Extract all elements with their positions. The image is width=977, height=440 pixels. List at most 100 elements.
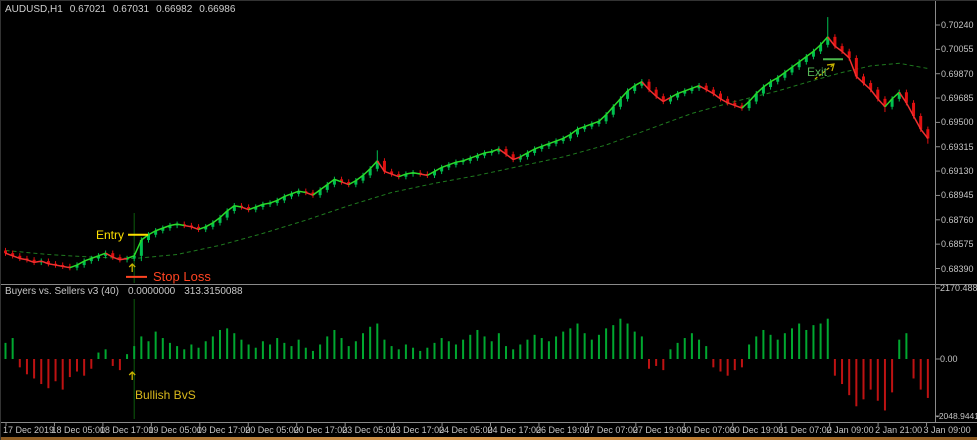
fast-ma-segment [391,173,400,178]
histogram-bar [876,359,879,401]
signal-arrow-icon[interactable] [128,371,136,376]
candle [826,36,830,45]
entry-arrow-icon[interactable] [128,263,136,268]
fast-ma-segment [527,148,535,154]
histogram-bar [533,334,536,359]
candle [618,98,622,107]
fast-ma-segment [126,255,135,260]
indicator-name: Buyers vs. Sellers v3 (40) [5,286,119,297]
candle [282,196,286,201]
fast-ma-segment [341,181,349,186]
exit-arrow-icon[interactable] [814,63,835,80]
entry-label[interactable]: Entry [95,228,124,242]
fast-ma-segment [133,239,143,257]
candle [504,148,508,155]
candle [375,160,379,169]
stop-loss-label[interactable]: Stop Loss [153,269,211,284]
histogram-bar [40,359,43,385]
candle [869,83,873,90]
histogram-bar [118,359,121,371]
histogram-bar [290,346,293,359]
fast-ma-segment [91,255,99,260]
fast-ma-segment [491,148,500,153]
time-tick-label: 19 Dec 05:00 [148,425,202,435]
histogram-bar [404,344,407,359]
candle [32,259,36,263]
fast-ma-segment [169,223,178,227]
fast-ma-segment [148,230,157,236]
bullish-signal-label[interactable]: Bullish BvS [135,388,196,402]
candle [890,98,894,107]
candle [454,162,458,165]
histogram-bar [683,338,686,359]
indicator-scale-zero: 0.00 [940,354,958,364]
candle [82,261,86,266]
histogram-bar [390,346,393,359]
fast-ma-segment [548,140,557,145]
candle [883,98,887,107]
candle [290,193,293,197]
time-tick-label: 24 Dec 17:00 [487,425,542,435]
histogram-bar [412,347,415,359]
histogram-bar [476,329,479,359]
fast-ma-segment [55,264,63,268]
candle [783,72,787,78]
histogram-bar [612,325,615,359]
histogram-bar [812,325,815,359]
fast-ma-segment [76,260,85,266]
histogram-bar [140,336,143,359]
fast-ma-segment [705,88,714,95]
slow-ma-line [5,62,928,260]
histogram-bar [304,347,307,359]
candle [847,51,851,58]
histogram-bar [376,323,379,359]
histogram-bar [33,359,36,379]
candle [447,164,451,168]
fast-ma-segment [477,152,485,157]
time-tick-label: 19 Dec 17:00 [196,425,251,435]
histogram-bar [669,349,672,359]
histogram-bar [848,359,851,396]
exit-label[interactable]: Exit [807,65,828,79]
histogram-bar [841,359,844,385]
candle [661,96,665,102]
histogram-bar [798,323,801,359]
histogram-bar [619,318,622,359]
fast-ma-segment [691,84,700,90]
candle [347,181,351,185]
histogram-bar [590,339,593,359]
histogram-bar [898,339,901,359]
fast-ma-segment [727,102,736,107]
candle [261,204,265,208]
candle [840,46,844,52]
candle [11,253,15,256]
fast-ma-segment [405,171,414,175]
open-value: 0.67021 [69,4,106,15]
histogram-bar [462,339,465,359]
candle [690,88,694,91]
fast-ma-segment [362,168,371,176]
candle [518,156,522,160]
histogram-bar [719,359,722,372]
fast-ma-segment [698,85,707,91]
histogram-bar [454,344,457,359]
price-tick-label: 0.69315 [941,141,974,152]
fast-ma-segment [855,75,865,84]
candle [654,89,658,97]
fast-ma-segment [291,190,299,195]
histogram-bar [562,331,565,359]
fast-ma-segment [777,71,786,79]
candle [139,239,143,256]
candle [225,210,229,218]
fast-ma-segment [627,85,636,92]
exit-arrow-icon[interactable] [826,63,835,72]
candle [912,102,916,117]
candle [197,226,201,230]
price-tick-label: 0.70240 [941,20,974,30]
fast-ma-segment [898,91,908,104]
histogram-bar [826,318,829,359]
fast-ma-segment [670,92,678,99]
histogram-bar [397,349,400,359]
